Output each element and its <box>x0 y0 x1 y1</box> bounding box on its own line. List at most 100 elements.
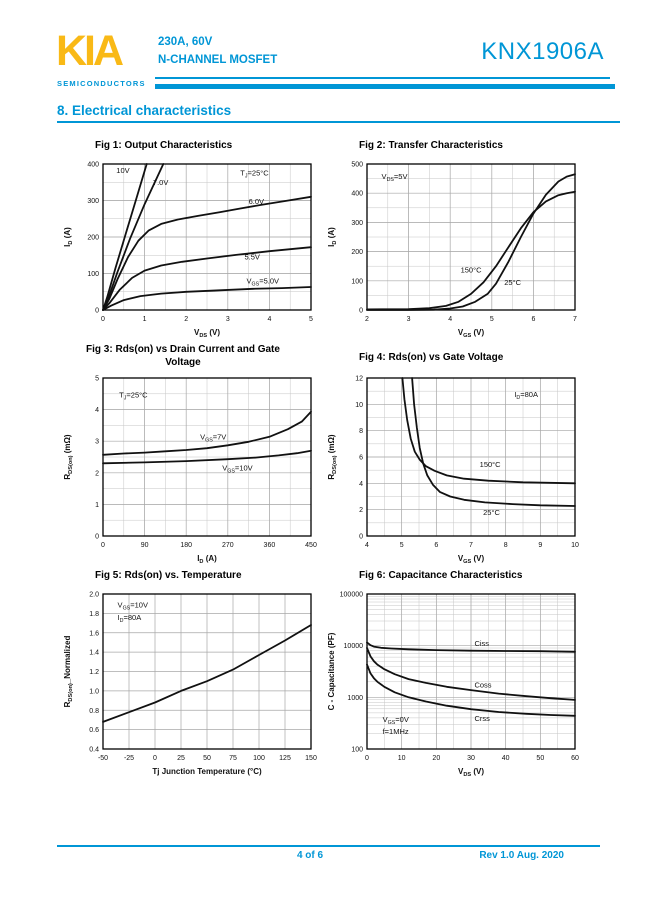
svg-text:0: 0 <box>359 534 363 541</box>
svg-text:f=1MHz: f=1MHz <box>383 727 409 736</box>
svg-text:7: 7 <box>573 316 577 323</box>
svg-text:10: 10 <box>571 542 579 549</box>
fig3-title: Fig 3: Rds(on) vs Drain Current and Gate… <box>86 344 280 368</box>
svg-text:4: 4 <box>359 481 363 488</box>
kia-logo-subtext: SEMICONDUCTORS <box>57 79 146 88</box>
svg-text:25°C: 25°C <box>504 278 521 287</box>
svg-text:4: 4 <box>448 316 452 323</box>
svg-text:RDS(on) (mΩ): RDS(on) (mΩ) <box>63 434 74 480</box>
fig6-cell: Fig 6: Capacitance Characteristics 0 10 20… <box>322 570 610 786</box>
svg-text:270: 270 <box>222 542 234 549</box>
svg-text:1: 1 <box>95 502 99 509</box>
svg-text:5: 5 <box>400 542 404 549</box>
svg-text:TJ=25°C: TJ=25°C <box>240 169 269 180</box>
svg-text:4: 4 <box>267 316 271 323</box>
fig2-cell: Fig 2: Transfer Characteristics 2 3 4 5 6 7 0 1… <box>322 140 610 356</box>
svg-text:6: 6 <box>531 316 535 323</box>
svg-text:300: 300 <box>351 220 363 227</box>
svg-text:0: 0 <box>95 534 99 541</box>
svg-text:450: 450 <box>305 542 317 549</box>
svg-text:5: 5 <box>309 316 313 323</box>
svg-text:100: 100 <box>253 755 265 762</box>
svg-text:6.0V: 6.0V <box>249 197 264 206</box>
page-number: 4 of 6 <box>296 850 324 861</box>
svg-text:1.2: 1.2 <box>89 669 99 676</box>
svg-text:50: 50 <box>536 755 544 762</box>
svg-text:200: 200 <box>351 249 363 256</box>
svg-text:10: 10 <box>398 755 406 762</box>
svg-text:7: 7 <box>469 542 473 549</box>
svg-text:3: 3 <box>226 316 230 323</box>
fig3-cell: Fig 3: Rds(on) vs Drain Current and Gate… <box>58 344 346 570</box>
fig5-cell: Fig 5: Rds(on) vs. Temperature -50 -25 0 25… <box>58 570 346 786</box>
svg-text:1.8: 1.8 <box>89 611 99 618</box>
svg-text:0: 0 <box>153 755 157 762</box>
svg-text:2: 2 <box>365 316 369 323</box>
svg-text:Ciss: Ciss <box>474 639 489 648</box>
svg-text:30: 30 <box>467 755 475 762</box>
svg-text:VDS (V): VDS (V) <box>194 328 220 339</box>
svg-text:5: 5 <box>95 376 99 383</box>
svg-text:5.5V: 5.5V <box>244 253 259 262</box>
svg-text:300: 300 <box>87 198 99 205</box>
svg-text:8: 8 <box>359 428 363 435</box>
svg-text:25°C: 25°C <box>483 508 500 517</box>
svg-text:4: 4 <box>95 407 99 414</box>
svg-text:Tj Junction Temperature (°C): Tj Junction Temperature (°C) <box>152 767 262 776</box>
svg-text:C - Capacitance (PF): C - Capacitance (PF) <box>327 632 336 710</box>
fig5-title: Fig 5: Rds(on) vs. Temperature <box>95 570 242 581</box>
fig2-chart: 2 3 4 5 6 7 0 100 200 300 400 500 VDS=5V 150°C 25°C VGS… <box>327 162 577 340</box>
svg-text:7.0V: 7.0V <box>153 178 168 187</box>
svg-text:90: 90 <box>141 542 149 549</box>
svg-text:ID=80A: ID=80A <box>118 613 142 624</box>
svg-text:10V: 10V <box>116 166 129 175</box>
svg-text:360: 360 <box>264 542 276 549</box>
fig1-title: Fig 1: Output Characteristics <box>95 140 233 151</box>
svg-text:1: 1 <box>143 316 147 323</box>
svg-text:2: 2 <box>95 470 99 477</box>
svg-text:150: 150 <box>305 755 317 762</box>
svg-text:TJ=25°C: TJ=25°C <box>119 391 148 402</box>
svg-text:10000: 10000 <box>344 643 364 650</box>
svg-text:100: 100 <box>351 278 363 285</box>
svg-text:3: 3 <box>407 316 411 323</box>
device-rating: 230A, 60V <box>158 36 213 48</box>
svg-text:0: 0 <box>365 755 369 762</box>
svg-text:25: 25 <box>177 755 185 762</box>
svg-text:9: 9 <box>538 542 542 549</box>
svg-text:100: 100 <box>351 747 363 754</box>
svg-text:100000: 100000 <box>340 592 363 599</box>
svg-text:ID (A): ID (A) <box>197 554 217 565</box>
svg-text:VGS=5.0V: VGS=5.0V <box>247 277 279 288</box>
svg-text:VGS=0V: VGS=0V <box>383 715 409 726</box>
svg-text:VGS=7V: VGS=7V <box>200 433 226 444</box>
svg-text:125: 125 <box>279 755 291 762</box>
svg-text:VGS=10V: VGS=10V <box>222 463 252 474</box>
svg-text:0.8: 0.8 <box>89 708 99 715</box>
header-rule-thin <box>155 77 610 79</box>
svg-text:40: 40 <box>502 755 510 762</box>
svg-text:Crss: Crss <box>474 714 490 723</box>
svg-text:0: 0 <box>95 308 99 315</box>
part-number: KNX1906A <box>481 38 604 65</box>
svg-text:RDS(on)_Normalized: RDS(on)_Normalized <box>63 636 74 708</box>
svg-text:0.6: 0.6 <box>89 727 99 734</box>
fig4-chart: 4 5 6 7 8 9 10 0 2 4 6 8 10 12 ID=80A 150°C 25°C VGS (V) R… <box>327 376 579 566</box>
svg-text:ID (A): ID (A) <box>327 227 338 247</box>
revision-label: Rev 1.0 Aug. 2020 <box>479 850 564 861</box>
svg-text:10: 10 <box>355 402 363 409</box>
svg-text:20: 20 <box>432 755 440 762</box>
svg-text:6: 6 <box>359 455 363 462</box>
svg-text:VGS (V): VGS (V) <box>458 328 485 339</box>
svg-text:75: 75 <box>229 755 237 762</box>
fig4-cell: Fig 4: Rds(on) vs Gate Voltage 4 5 6 7 8 9 10 0… <box>322 344 610 570</box>
svg-text:3: 3 <box>95 439 99 446</box>
svg-text:1.6: 1.6 <box>89 630 99 637</box>
svg-text:RDS(on) (mΩ): RDS(on) (mΩ) <box>327 434 338 480</box>
svg-text:VDS=5V: VDS=5V <box>382 172 408 183</box>
fig1-chart: 0 1 2 3 4 5 0 100 200 300 400 10V 7.0V TJ=25°C 6.0V 5.5… <box>63 162 313 340</box>
svg-text:Coss: Coss <box>474 680 491 689</box>
svg-text:2: 2 <box>184 316 188 323</box>
fig4-title: Fig 4: Rds(on) vs Gate Voltage <box>359 352 504 363</box>
device-spec: 230A, 60V N-CHANNEL MOSFET <box>158 33 277 70</box>
